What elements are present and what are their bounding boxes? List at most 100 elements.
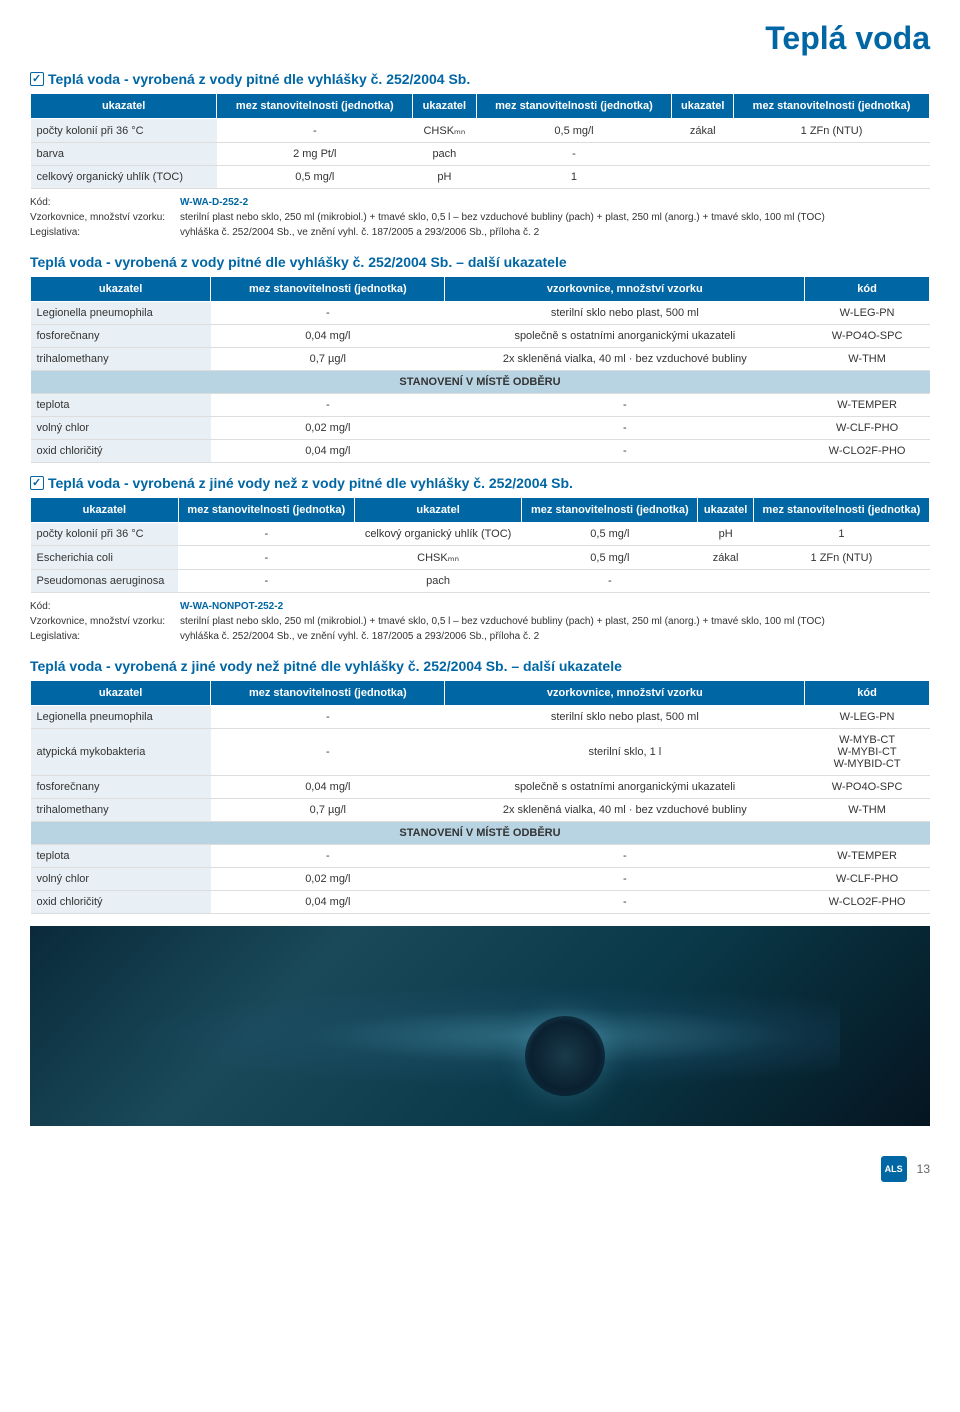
table-cell: 0,02 mg/l [211,417,445,440]
table-cell: teplota [31,394,211,417]
table-cell: barva [31,143,217,166]
table-cell: trihalomethany [31,799,211,822]
table-row: Escherichia coli-CHSKₘₙ0,5 mg/lzákal1 ZF… [31,546,930,570]
table-cell: W-PO4O-SPC [805,776,930,799]
table-cell: celkový organický uhlík (TOC) [354,523,521,546]
table-row: oxid chloričitý0,04 mg/l-W-CLO2F-PHO [31,440,930,463]
table-cell: - [211,302,445,325]
table-row: oxid chloričitý0,04 mg/l-W-CLO2F-PHO [31,891,930,914]
meta-label: Kód: [30,599,180,614]
table-row: volný chlor0,02 mg/l-W-CLF-PHO [31,868,930,891]
table-row: fosforečnany0,04 mg/lspolečně s ostatním… [31,325,930,348]
table-cell: 0,04 mg/l [211,440,445,463]
table-cell: - [211,394,445,417]
table-cell: - [211,706,445,729]
table-row: volný chlor0,02 mg/l-W-CLF-PHO [31,417,930,440]
meta-code: W-WA-NONPOT-252-2 [180,601,283,612]
table-cell [753,570,929,593]
table-cell: pach [413,143,476,166]
table-cell: 2x skleněná vialka, 40 ml · bez vzduchov… [445,799,805,822]
table-row: teplota--W-TEMPER [31,394,930,417]
table-cell: - [445,868,805,891]
table-cell: W-MYB-CT W-MYBI-CT W-MYBID-CT [805,729,930,776]
meta-value: sterilní plast nebo sklo, 250 ml (mikrob… [180,212,825,223]
table-cell: W-PO4O-SPC [805,325,930,348]
table-cell: 0,5 mg/l [522,523,698,546]
table-subheader: STANOVENÍ V MÍSTĚ ODBĚRU [31,371,930,394]
meta-value: vyhláška č. 252/2004 Sb., ve znění vyhl.… [180,227,539,238]
table-cell: atypická mykobakteria [31,729,211,776]
meta-label: Legislativa: [30,629,180,644]
table-cell: - [211,845,445,868]
page-footer: ALS 13 [0,1146,960,1202]
table-header: mez stanovitelnosti (jednotka) [476,94,672,119]
meta-label: Legislativa: [30,225,180,240]
table-cell: pH [698,523,753,546]
table-row: Legionella pneumophila-sterilní sklo neb… [31,706,930,729]
meta-value: vyhláška č. 252/2004 Sb., ve znění vyhl.… [180,631,539,642]
table-header: vzorkovnice, množství vzorku [445,681,805,706]
table-cell: fosforečnany [31,776,211,799]
table-cell: CHSKₘₙ [413,119,476,143]
table-row: atypická mykobakteria-sterilní sklo, 1 l… [31,729,930,776]
table-cell: CHSKₘₙ [354,546,521,570]
section-title-text: Teplá voda - vyrobená z vody pitné dle v… [30,254,567,270]
table-cell: pH [413,166,476,189]
table-cell: zákal [698,546,753,570]
table-cell: fosforečnany [31,325,211,348]
table-cell: - [522,570,698,593]
check-icon [30,476,44,490]
table-cell: společně s ostatními anorganickými ukaza… [445,325,805,348]
table-header: ukazatel [413,94,476,119]
meta-value: sterilní plast nebo sklo, 250 ml (mikrob… [180,616,825,627]
table-cell: sterilní sklo nebo plast, 500 ml [445,302,805,325]
meta-block: Kód:W-WA-NONPOT-252-2Vzorkovnice, množst… [30,599,930,644]
table-cell: - [476,143,672,166]
table-cell: - [445,845,805,868]
section-title-text: Teplá voda - vyrobená z jiné vody než pi… [30,658,622,674]
table-cell: W-CLF-PHO [805,868,930,891]
table-cell: počty kolonií při 36 °C [31,523,179,546]
table-row: trihalomethany0,7 µg/l2x skleněná vialka… [31,348,930,371]
table-cell: W-THM [805,799,930,822]
check-icon [30,72,44,86]
table-header: ukazatel [31,498,179,523]
section-title-text: Teplá voda - vyrobená z jiné vody než z … [48,475,573,491]
table-cell: 0,5 mg/l [522,546,698,570]
table-cell: 0,5 mg/l [217,166,413,189]
table-cell: - [445,417,805,440]
table-header: mez stanovitelnosti (jednotka) [211,681,445,706]
table-cell: zákal [672,119,734,143]
section-title: Teplá voda - vyrobená z jiné vody než z … [30,475,930,491]
table-cell: 1 [476,166,672,189]
section-title-text: Teplá voda - vyrobená z vody pitné dle v… [48,71,470,87]
table-cell: společně s ostatními anorganickými ukaza… [445,776,805,799]
table-cell [734,143,930,166]
table-header: ukazatel [698,498,753,523]
table-cell: - [178,523,354,546]
table-cell: W-CLF-PHO [805,417,930,440]
table-row: fosforečnany0,04 mg/lspolečně s ostatním… [31,776,930,799]
table-header: ukazatel [31,681,211,706]
table-header: mez stanovitelnosti (jednotka) [522,498,698,523]
table-header: kód [805,277,930,302]
table-cell [698,570,753,593]
table-cell: celkový organický uhlík (TOC) [31,166,217,189]
table-cell: - [217,119,413,143]
table-header: mez stanovitelnosti (jednotka) [178,498,354,523]
table-cell: 0,04 mg/l [211,891,445,914]
section-title: Teplá voda - vyrobená z jiné vody než pi… [30,658,930,674]
page-content: Teplá voda Teplá voda - vyrobená z vody … [0,0,960,1146]
table-cell: 0,5 mg/l [476,119,672,143]
meta-label: Kód: [30,195,180,210]
table-header: kód [805,681,930,706]
table-cell: W-THM [805,348,930,371]
table-cell: - [178,546,354,570]
table-cell: 1 ZFn (NTU) [734,119,930,143]
page-number: 13 [917,1162,930,1176]
table-cell: - [178,570,354,593]
table-cell: volný chlor [31,868,211,891]
table-cell: Escherichia coli [31,546,179,570]
table-cell: W-LEG-PN [805,302,930,325]
table-cell: 0,7 µg/l [211,348,445,371]
